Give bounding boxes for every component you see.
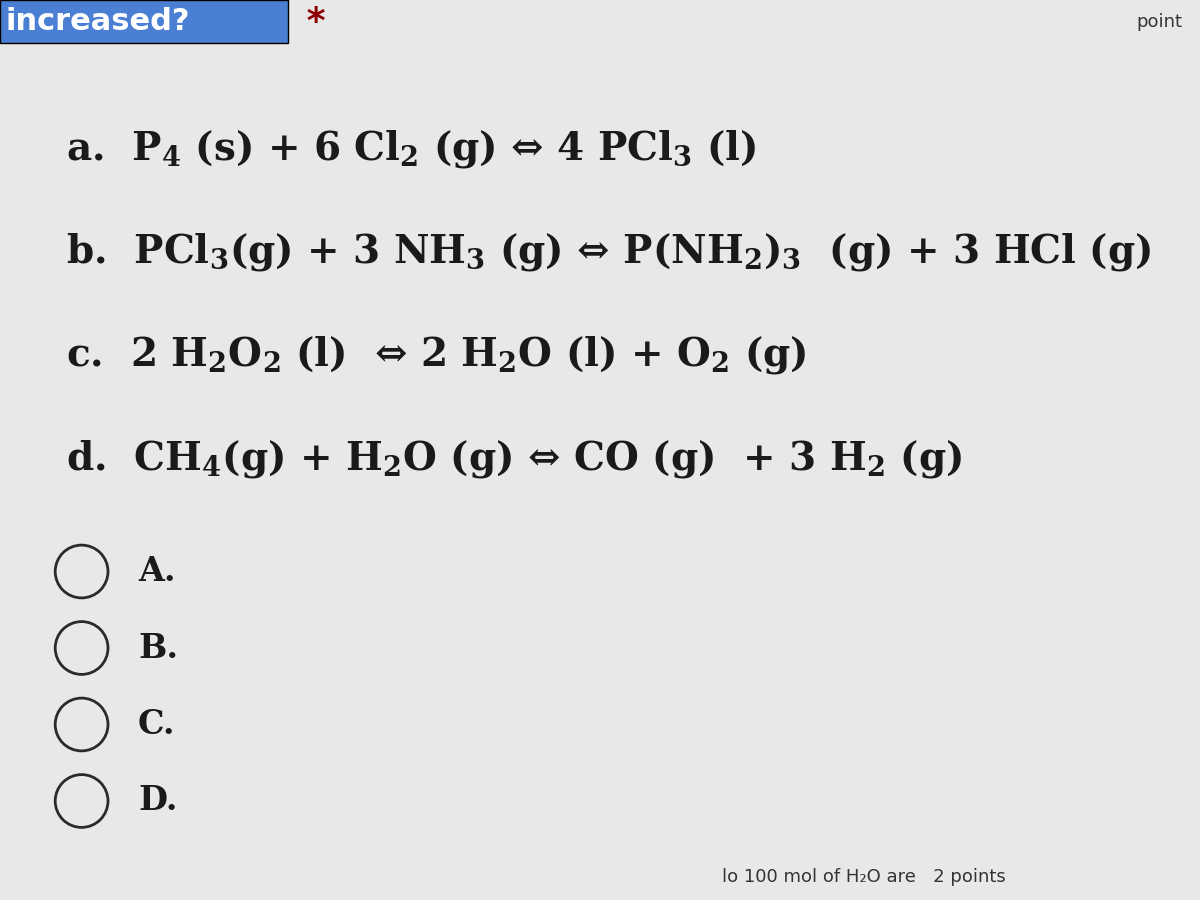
- Text: D.: D.: [138, 785, 178, 817]
- FancyBboxPatch shape: [0, 0, 288, 43]
- Text: C.: C.: [138, 708, 175, 741]
- Text: *: *: [294, 4, 325, 39]
- Text: lo 100 mol of H₂O are   2 points: lo 100 mol of H₂O are 2 points: [722, 868, 1006, 886]
- Text: increased?: increased?: [6, 7, 191, 36]
- Text: point: point: [1136, 13, 1182, 31]
- Text: b.  $\mathregular{PCl_3}$(g) + 3 $\mathregular{NH_3}$ (g) ⇔ $\mathregular{P(NH_2: b. $\mathregular{PCl_3}$(g) + 3 $\mathre…: [66, 231, 1151, 273]
- Text: d.  $\mathregular{CH_4}$(g) + $\mathregular{H_2O}$ (g) ⇔ CO (g)  + 3 $\mathregul: d. $\mathregular{CH_4}$(g) + $\mathregul…: [66, 438, 962, 480]
- Text: c.  2 $\mathregular{H_2O_2}$ (l)  ⇔ 2 $\mathregular{H_2O}$ (l) + $\mathregular{O: c. 2 $\mathregular{H_2O_2}$ (l) ⇔ 2 $\ma…: [66, 335, 806, 376]
- Text: B.: B.: [138, 632, 178, 664]
- Text: a.  $\mathregular{P_4}$ (s) + 6 $\mathregular{Cl_2}$ (g) ⇔ 4 $\mathregular{PCl_3: a. $\mathregular{P_4}$ (s) + 6 $\mathreg…: [66, 128, 756, 169]
- Text: A.: A.: [138, 555, 175, 588]
